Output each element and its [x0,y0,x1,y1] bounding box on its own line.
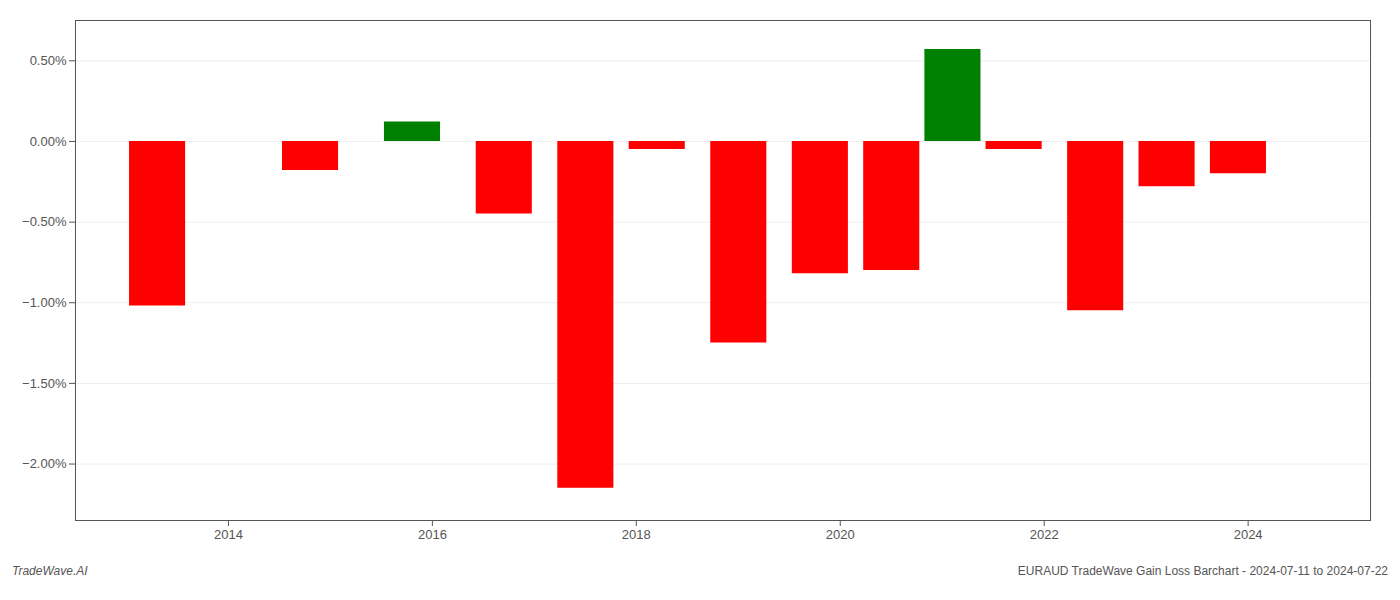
svg-text:−0.50%: −0.50% [22,214,67,229]
svg-text:2016: 2016 [418,527,447,542]
svg-text:2020: 2020 [826,527,855,542]
html-text:TradeWave.AI: TradeWave.AI [12,564,88,578]
svg-text:0.00%: 0.00% [30,134,67,149]
svg-text:2024: 2024 [1234,527,1263,542]
svg-text:2014: 2014 [214,527,243,542]
svg-text:2018: 2018 [622,527,651,542]
svg-text:0.50%: 0.50% [30,53,67,68]
svg-text:−1.00%: −1.00% [22,295,67,310]
svg-text:2022: 2022 [1030,527,1059,542]
svg-text:−2.00%: −2.00% [22,456,67,471]
html-text:EURAUD TradeWave Gain Loss Bar: EURAUD TradeWave Gain Loss Barchart - 20… [1017,564,1388,578]
svg-text:−1.50%: −1.50% [22,376,67,391]
